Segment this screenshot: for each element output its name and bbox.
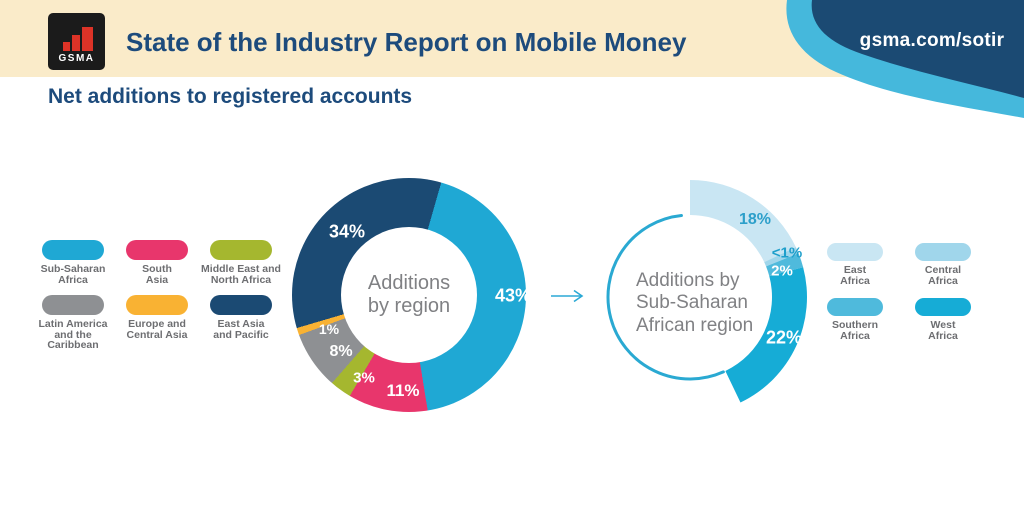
logo-text: GSMA [58,53,95,64]
legend-item-mena: Middle East and North Africa [199,240,283,295]
gsma-report-link[interactable]: gsma.com/sotir [859,30,1005,51]
arc-segment-central-africa [764,247,799,267]
pct-label-central-africa: <1% [771,244,803,262]
corner-wave-navy [811,0,1024,98]
pct-label-sub-saharan-africa: 43% [494,285,532,306]
legend-label: East Asia and Pacific [213,318,269,341]
legend-swatch [42,295,104,315]
legend-label: Central Africa [924,264,962,287]
legend-label: West Africa [928,319,958,342]
legend-label: Europe and Central Asia [126,318,188,341]
legend-world-regions: Sub-Saharan Africa South Asia Middle Eas… [31,240,283,350]
legend-label: Sub-Saharan Africa [40,263,106,286]
legend-swatch [827,298,883,316]
legend-label: East Africa [840,264,870,287]
legend-item-sub-saharan-africa: Sub-Saharan Africa [31,240,115,295]
corner-wave-decoration [786,0,1024,118]
donut-chart-additions-by-ssa-region [606,180,807,403]
legend-swatch [827,243,883,261]
gsma-logo: GSMA [48,13,105,70]
logo-bar-icon [82,27,93,51]
legend-swatch [126,295,188,315]
legend-item-southern-africa: Southern Africa [811,298,899,353]
pct-label-east-africa: 18% [738,211,772,228]
right-arrow-icon [551,289,584,303]
legend-swatch [210,295,272,315]
legend-label: Middle East and North Africa [201,263,281,286]
legend-item-west-africa: West Africa [899,298,987,353]
legend-swatch [126,240,188,260]
legend-item-central-africa: Central Africa [899,243,987,298]
report-title: State of the Industry Report on Mobile M… [126,27,687,57]
donut-right-center-title: Additions by Sub-Saharan African region [636,270,754,336]
legend-item-europe-central-asia: Europe and Central Asia [115,295,199,350]
donut-chart-additions-by-region: Additions by region [292,178,526,412]
arc-segment-east-africa [690,180,796,263]
logo-bar-icon [63,42,70,51]
legend-label: South Asia [142,263,172,286]
legend-item-latin-america: Latin America and the Caribbean [31,295,115,350]
legend-swatch [915,243,971,261]
arc-segment-southern-africa [766,253,804,277]
legend-label: Latin America and the Caribbean [38,318,108,351]
legend-swatch [915,298,971,316]
donut-left-center-title: Additions by region [367,272,451,317]
logo-bar-icon [72,35,80,51]
pct-label-south-asia: 11% [386,381,420,400]
ring-outline [606,213,725,381]
pct-label-southern-africa: 2% [771,262,793,280]
legend-swatch [42,240,104,260]
donut-hole: Additions by region [341,227,477,363]
legend-label: Southern Africa [831,319,879,342]
legend-item-south-asia: South Asia [115,240,199,295]
legend-item-east-asia-pacific: East Asia and Pacific [199,295,283,350]
pct-label-latin-america: 8% [329,343,353,360]
pct-label-east-asia-pacific: 34% [328,221,366,242]
pct-label-mena: 3% [353,369,375,387]
pct-label-europe-central-asia: 1% [318,321,340,337]
legend-swatch [210,240,272,260]
pct-label-west-africa: 22% [765,327,803,348]
legend-ssa-regions: East Africa Central Africa Southern Afri… [811,243,987,353]
arc-segment-west-africa [725,267,807,403]
legend-item-east-africa: East Africa [811,243,899,298]
page-title: Net additions to registered accounts [48,85,413,108]
